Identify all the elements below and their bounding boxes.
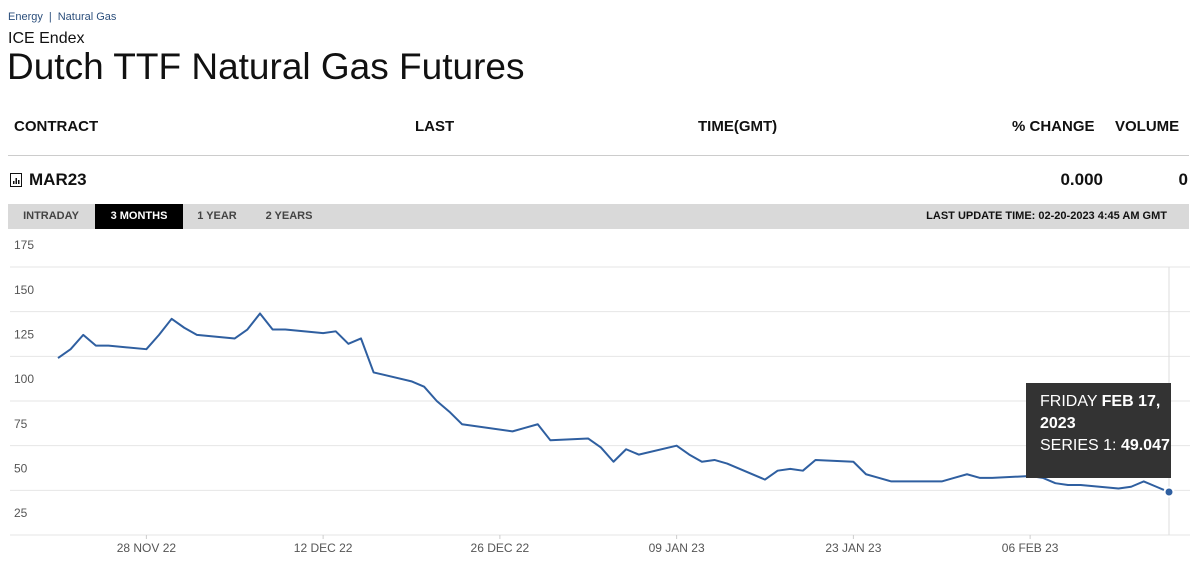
tooltip-series: SERIES 1:: [1040, 437, 1117, 454]
x-tick-label: 06 FEB 23: [1002, 541, 1059, 555]
tooltip: FRIDAY FEB 17, 2023 SERIES 1: 49.047: [1026, 383, 1171, 478]
y-tick-label: 150: [14, 283, 34, 297]
page-title: Dutch TTF Natural Gas Futures: [7, 46, 525, 87]
tab[interactable]: 3 MONTHS: [95, 204, 183, 229]
column-header: % CHANGE: [1012, 118, 1095, 135]
x-tick-label: 12 DEC 22: [294, 541, 353, 555]
y-tick-label: 75: [14, 417, 28, 431]
last-update: LAST UPDATE TIME: 02-20-2023 4:45 AM GMT: [926, 210, 1167, 222]
y-tick-label: 125: [14, 328, 34, 342]
y-tick-label: 175: [14, 238, 34, 252]
x-tick-label: 23 JAN 23: [825, 541, 881, 555]
breadcrumb-link[interactable]: Natural Gas: [57, 11, 117, 23]
tooltip-value: 49.047: [1120, 437, 1170, 454]
tooltip-date: FEB 17, 2023: [1040, 393, 1161, 432]
column-header: VOLUME: [1115, 118, 1180, 135]
tab[interactable]: INTRADAY: [23, 210, 79, 222]
breadcrumb: Energy | Natural Gas: [8, 11, 122, 23]
y-tick-label: 100: [14, 372, 34, 386]
y-tick-label: 50: [14, 462, 28, 476]
tab[interactable]: 2 YEARS: [265, 210, 313, 222]
exchange: ICE Endex: [8, 30, 85, 47]
tab[interactable]: 1 YEAR: [197, 210, 237, 222]
column-header: CONTRACT: [14, 118, 99, 135]
divider: [8, 155, 1189, 156]
volume: 0: [1178, 170, 1188, 189]
x-tick-label: 28 NOV 22: [117, 541, 177, 555]
range-tabs: INTRADAY 3 MONTHS 1 YEAR 2 YEARS LAST UP…: [8, 204, 1189, 229]
column-header: LAST: [415, 118, 455, 135]
x-tick-label: 09 JAN 23: [649, 541, 705, 555]
column-header: TIME(GMT): [698, 118, 778, 135]
contract[interactable]: MAR23: [29, 170, 87, 189]
x-tick-label: 26 DEC 22: [471, 541, 530, 555]
series-line: [57, 312, 1170, 493]
y-tick-label: 25: [14, 506, 28, 520]
pct-change: 0.000: [1060, 170, 1103, 189]
hover-point: [1163, 486, 1175, 498]
tooltip-day: FRIDAY: [1040, 393, 1098, 410]
contract-icon[interactable]: [10, 173, 22, 187]
breadcrumb-link[interactable]: Energy: [8, 11, 43, 23]
breadcrumb-separator: |: [48, 11, 52, 23]
